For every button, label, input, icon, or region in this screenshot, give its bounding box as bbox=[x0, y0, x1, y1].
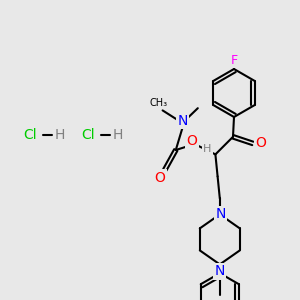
Text: O: O bbox=[255, 136, 266, 150]
Text: CH₃: CH₃ bbox=[149, 98, 168, 108]
Text: N: N bbox=[214, 264, 225, 278]
Text: H: H bbox=[113, 128, 123, 142]
Text: H: H bbox=[55, 128, 65, 142]
Text: H: H bbox=[203, 144, 212, 154]
Text: Cl: Cl bbox=[81, 128, 95, 142]
Text: N: N bbox=[216, 207, 226, 221]
Text: F: F bbox=[230, 53, 238, 67]
Text: O: O bbox=[154, 171, 165, 185]
Text: N: N bbox=[177, 114, 188, 128]
Text: Cl: Cl bbox=[23, 128, 37, 142]
Text: O: O bbox=[186, 134, 197, 148]
